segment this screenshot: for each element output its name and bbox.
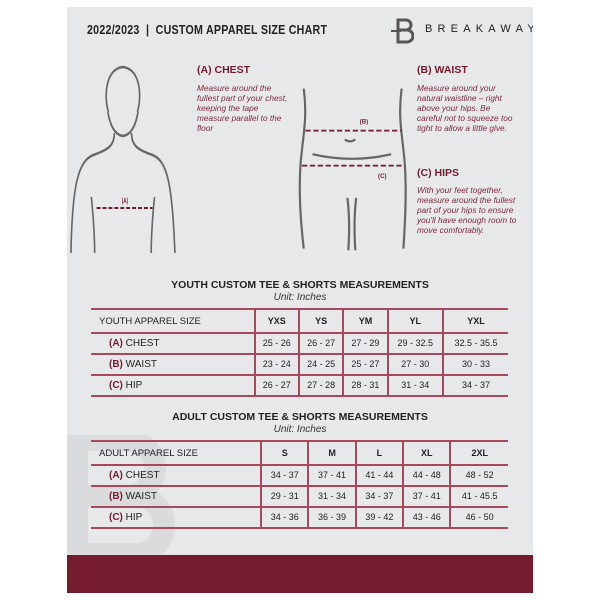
table-cell: 31 - 34: [307, 486, 356, 508]
table-row: (C) HIP 26 - 27 27 - 28 28 - 31 31 - 34 34 - …: [91, 375, 508, 397]
measure-label: (A) CHEST: [91, 465, 262, 487]
table-cell: 27 - 28: [297, 375, 344, 397]
measure-tag: (C): [109, 512, 123, 523]
hips-heading: (C) HIPS: [417, 167, 459, 179]
table-row: (B) WAIST 23 - 24 24 - 25 25 - 27 27 - 30 30 …: [91, 354, 508, 376]
waist-heading: (B) WAIST: [417, 64, 468, 76]
upper-body-illustration: (A): [70, 65, 176, 254]
table-header-row: ADULT APPAREL SIZE S M L XL 2XL: [91, 440, 508, 466]
table-cell: 39 - 42: [354, 507, 404, 529]
table-cell: 26 - 27: [253, 375, 299, 397]
waist-marker: (B): [360, 119, 368, 126]
table-header-row: YOUTH APPAREL SIZE YXS YS YM YL YXL: [91, 308, 508, 334]
size-header: XL: [402, 440, 451, 466]
waist-description: Measure around your natural waistline – …: [417, 83, 513, 133]
adult-table-unit: Unit: Inches: [273, 424, 327, 435]
measure-name: CHEST: [125, 470, 160, 481]
chest-heading: (A) CHEST: [197, 64, 251, 76]
size-header: 2XL: [449, 440, 508, 466]
table-cell: 29 - 32.5: [386, 333, 443, 355]
size-label-header: YOUTH APPAREL SIZE: [91, 308, 255, 334]
lower-body-illustration: (B) (C): [298, 88, 407, 251]
footer-bar: [67, 555, 533, 593]
table-cell: 37 - 41: [307, 465, 356, 487]
measure-name: WAIST: [125, 491, 157, 502]
table-cell: 34 - 37: [260, 465, 309, 487]
table-cell: 26 - 27: [297, 333, 344, 355]
table-cell: 34 - 37: [354, 486, 404, 508]
measure-label: (B) WAIST: [91, 486, 262, 508]
table-cell: 30 - 33: [441, 354, 508, 376]
table-cell: 27 - 29: [342, 333, 388, 355]
measure-label: (C) HIP: [91, 375, 255, 397]
size-header: YS: [297, 308, 344, 334]
adult-table-title: ADULT CUSTOM TEE & SHORTS MEASUREMENTS: [172, 411, 428, 423]
chest-marker: (A): [122, 198, 128, 205]
table-cell: 25 - 27: [342, 354, 388, 376]
size-header: M: [307, 440, 356, 466]
measure-name: HIP: [125, 380, 143, 391]
table-cell: 46 - 50: [449, 507, 508, 529]
size-header: L: [354, 440, 404, 466]
table-cell: 44 - 48: [402, 465, 451, 487]
size-header: S: [260, 440, 309, 466]
youth-table-title: YOUTH CUSTOM TEE & SHORTS MEASUREMENTS: [171, 279, 429, 291]
measure-tag: (A): [109, 470, 123, 481]
size-chart-panel: 2022/2023 | CUSTOM APPAREL SIZE CHART BR…: [67, 7, 533, 593]
hip-marker: (C): [378, 173, 386, 180]
adult-size-table: ADULT APPAREL SIZE S M L XL 2XL (A) CHEST 34 - …: [91, 440, 508, 529]
table-row: (C) HIP 34 - 36 36 - 39 39 - 42 43 - 46 46 - …: [91, 507, 508, 529]
table-cell: 31 - 34: [386, 375, 443, 397]
breakaway-logo-icon: [391, 18, 414, 44]
measure-tag: (C): [109, 380, 123, 391]
table-cell: 41 - 44: [354, 465, 404, 487]
table-row: (A) CHEST 34 - 37 37 - 41 41 - 44 44 - 48 48 …: [91, 465, 508, 487]
table-cell: 37 - 41: [402, 486, 451, 508]
table-cell: 32.5 - 35.5: [441, 333, 508, 355]
hips-description: With your feet together, measure around …: [417, 185, 517, 235]
measure-label: (B) WAIST: [91, 354, 255, 376]
page-title: 2022/2023 | CUSTOM APPAREL SIZE CHART: [87, 22, 328, 37]
table-cell: 23 - 24: [253, 354, 299, 376]
size-header: YXS: [253, 308, 299, 334]
table-cell: 24 - 25: [297, 354, 344, 376]
size-header: YXL: [441, 308, 508, 334]
table-cell: 29 - 31: [260, 486, 309, 508]
table-cell: 25 - 26: [253, 333, 299, 355]
size-label-header: ADULT APPAREL SIZE: [91, 440, 262, 466]
table-cell: 41 - 45.5: [449, 486, 508, 508]
table-cell: 43 - 46: [402, 507, 451, 529]
table-cell: 27 - 30: [386, 354, 443, 376]
table-row: (B) WAIST 29 - 31 31 - 34 34 - 37 37 - 41 41 …: [91, 486, 508, 508]
table-cell: 34 - 36: [260, 507, 309, 529]
table-cell: 28 - 31: [342, 375, 388, 397]
youth-table-unit: Unit: Inches: [273, 292, 327, 303]
table-cell: 48 - 52: [449, 465, 508, 487]
brand-name: BREAKAWAY: [425, 23, 533, 35]
chest-description: Measure around the fullest part of your …: [197, 83, 288, 133]
measure-label: (C) HIP: [91, 507, 262, 529]
size-header: YM: [342, 308, 388, 334]
measure-name: WAIST: [125, 359, 157, 370]
measure-tag: (B): [109, 359, 123, 370]
youth-size-table: YOUTH APPAREL SIZE YXS YS YM YL YXL (A) CHEST 2…: [91, 308, 508, 397]
measure-label: (A) CHEST: [91, 333, 255, 355]
table-cell: 34 - 37: [441, 375, 508, 397]
table-row: (A) CHEST 25 - 26 26 - 27 27 - 29 29 - 32.5 3…: [91, 333, 508, 355]
table-cell: 36 - 39: [307, 507, 356, 529]
measure-name: CHEST: [125, 338, 160, 349]
size-header: YL: [386, 308, 443, 334]
measure-tag: (B): [109, 491, 123, 502]
measure-name: HIP: [125, 512, 143, 523]
measure-tag: (A): [109, 338, 123, 349]
